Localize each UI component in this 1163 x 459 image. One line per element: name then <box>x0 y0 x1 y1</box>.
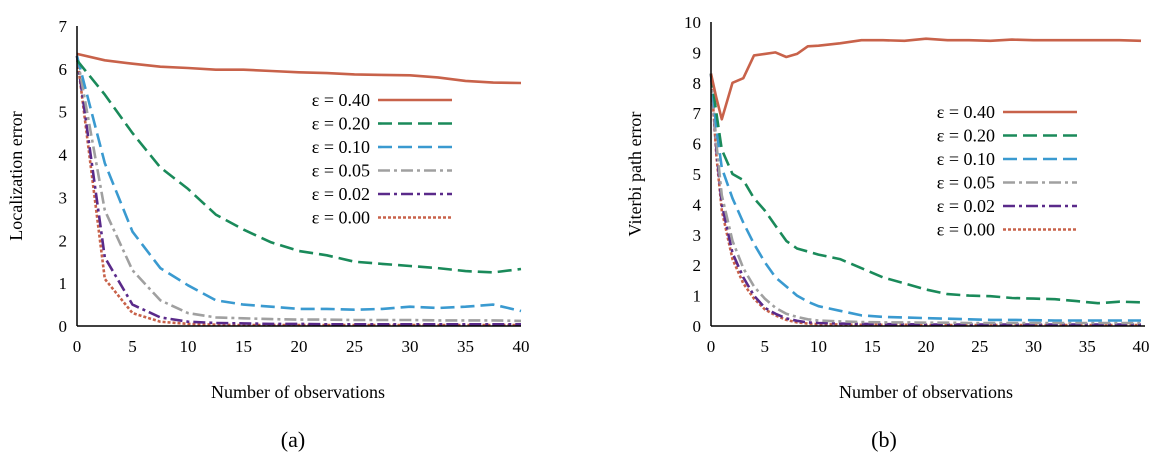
series-line <box>709 37 1142 121</box>
legend-label: ε = 0.05 <box>312 161 370 181</box>
series-line <box>709 73 1141 325</box>
series-line <box>75 55 522 323</box>
legend-label: ε = 0.10 <box>312 137 370 157</box>
y-tick-label: 4 <box>59 146 68 165</box>
y-tick-label: 6 <box>59 60 68 79</box>
legend-label: ε = 0.00 <box>937 220 995 240</box>
legend-label: ε = 0.20 <box>312 114 370 134</box>
y-tick-label: 2 <box>59 231 68 250</box>
panel-a-y-tick-labels: 0 1 2 3 4 5 6 7 <box>59 17 68 336</box>
panel-b-viterbi-path-error: 0 1 2 3 4 5 6 7 8 9 10 0 5 10 15 20 25 30 35 40 Viterbi pa… <box>625 13 1150 452</box>
panel-a-x-axis-label: Number of observations <box>211 382 385 402</box>
x-tick-label: 35 <box>1079 337 1096 356</box>
legend-label: ε = 0.05 <box>937 173 995 193</box>
y-tick-label: 5 <box>59 103 68 122</box>
x-tick-label: 10 <box>810 337 827 356</box>
x-tick-label: 10 <box>180 337 197 356</box>
panel-a-x-tick-labels: 0 5 10 15 20 25 30 35 40 <box>73 337 530 356</box>
panel-b-x-axis-label: Number of observations <box>839 382 1013 402</box>
panel-a-caption: (a) <box>281 427 305 452</box>
panel-a-y-axis-label: Localization error <box>6 111 26 240</box>
series-line <box>709 73 1141 327</box>
y-tick-label: 5 <box>693 165 702 184</box>
x-tick-label: 40 <box>513 337 530 356</box>
y-tick-label: 3 <box>59 188 68 207</box>
legend-label: ε = 0.02 <box>312 184 370 204</box>
series-line <box>709 73 1141 326</box>
legend-label: ε = 0.00 <box>312 208 370 228</box>
x-tick-label: 30 <box>402 337 419 356</box>
series-line <box>709 73 1142 305</box>
series-line <box>76 52 522 85</box>
panel-a-localization-error: 0 1 2 3 4 5 6 7 0 5 10 15 20 25 30 35 40 Localization e… <box>6 17 530 452</box>
y-tick-label: 0 <box>693 317 702 336</box>
x-tick-label: 20 <box>918 337 935 356</box>
x-tick-label: 25 <box>971 337 988 356</box>
x-tick-label: 20 <box>291 337 308 356</box>
y-tick-label: 3 <box>693 226 702 245</box>
x-tick-label: 40 <box>1133 337 1150 356</box>
y-tick-label: 2 <box>693 256 702 275</box>
y-tick-label: 1 <box>693 287 702 306</box>
x-tick-label: 0 <box>707 337 716 356</box>
legend-label: ε = 0.40 <box>937 102 995 122</box>
y-tick-label: 7 <box>693 104 702 123</box>
x-tick-label: 15 <box>235 337 252 356</box>
series-line <box>75 55 521 326</box>
panel-a-legend: ε = 0.40 ε = 0.20 ε = 0.10 ε = 0.05 ε = 0.02… <box>312 90 452 228</box>
series-line <box>709 73 1141 322</box>
panel-a-series-group <box>75 52 522 327</box>
y-tick-label: 9 <box>693 43 702 62</box>
panel-b-legend: ε = 0.40 ε = 0.20 ε = 0.10 ε = 0.05 ε = 0.02… <box>937 102 1077 240</box>
x-tick-label: 15 <box>864 337 881 356</box>
series-line <box>75 59 522 274</box>
x-tick-label: 0 <box>73 337 82 356</box>
x-tick-label: 5 <box>128 337 137 356</box>
legend-label: ε = 0.10 <box>937 149 995 169</box>
series-line <box>75 55 521 327</box>
panel-b-y-axis-label: Viterbi path error <box>625 112 645 237</box>
y-tick-label: 1 <box>59 274 68 293</box>
legend-label: ε = 0.02 <box>937 196 995 216</box>
series-line <box>75 55 522 313</box>
panel-b-caption: (b) <box>871 427 897 452</box>
legend-label: ε = 0.40 <box>312 90 370 110</box>
x-tick-label: 30 <box>1025 337 1042 356</box>
panel-b-x-tick-labels: 0 5 10 15 20 25 30 35 40 <box>707 337 1150 356</box>
x-tick-label: 25 <box>346 337 363 356</box>
x-tick-label: 35 <box>457 337 474 356</box>
legend-label: ε = 0.20 <box>937 126 995 146</box>
x-tick-label: 5 <box>761 337 770 356</box>
y-tick-label: 0 <box>59 317 68 336</box>
y-tick-label: 4 <box>693 195 702 214</box>
panel-b-y-tick-labels: 0 1 2 3 4 5 6 7 8 9 10 <box>684 13 702 336</box>
panel-b-series-group <box>709 37 1142 327</box>
y-tick-label: 10 <box>684 13 701 32</box>
y-tick-label: 7 <box>59 17 68 36</box>
y-tick-label: 8 <box>693 74 702 93</box>
y-tick-label: 6 <box>693 135 702 154</box>
